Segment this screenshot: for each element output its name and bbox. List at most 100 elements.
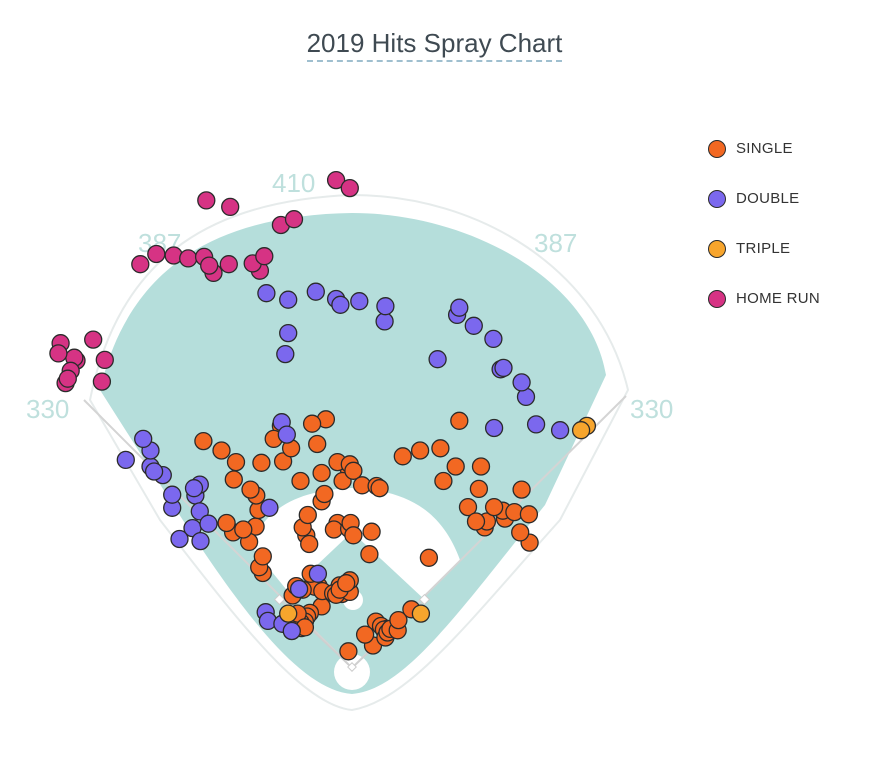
hit-point-home-run[interactable] bbox=[255, 247, 274, 266]
hit-point-double[interactable] bbox=[276, 344, 295, 364]
hit-point-single[interactable] bbox=[226, 452, 246, 472]
hit-point-home-run[interactable] bbox=[58, 369, 77, 388]
hit-point-double[interactable] bbox=[257, 284, 276, 303]
hit-point-home-run[interactable] bbox=[92, 372, 112, 391]
hit-point-home-run[interactable] bbox=[221, 197, 240, 217]
legend-item-home-run[interactable]: HOME RUN bbox=[708, 286, 820, 311]
hit-point-single[interactable] bbox=[389, 610, 408, 630]
hit-point-double[interactable] bbox=[464, 316, 483, 335]
hit-point-single[interactable] bbox=[434, 471, 453, 491]
hit-point-single[interactable] bbox=[344, 526, 363, 545]
hit-point-double[interactable] bbox=[144, 462, 164, 481]
hit-point-single[interactable] bbox=[344, 461, 363, 480]
hit-point-single[interactable] bbox=[484, 497, 504, 517]
hit-point-double[interactable] bbox=[134, 429, 153, 449]
hit-point-double[interactable] bbox=[494, 358, 513, 378]
hit-point-double[interactable] bbox=[170, 529, 189, 549]
hit-point-single[interactable] bbox=[339, 642, 358, 661]
hit-point-double[interactable] bbox=[306, 282, 325, 301]
hit-point-single[interactable] bbox=[393, 447, 412, 466]
hit-point-double[interactable] bbox=[190, 502, 209, 521]
hit-point-home-run[interactable] bbox=[95, 350, 114, 370]
hit-point-single[interactable] bbox=[234, 520, 253, 539]
hit-point-single[interactable] bbox=[519, 505, 539, 524]
hit-point-single[interactable] bbox=[298, 505, 317, 525]
hit-point-double[interactable] bbox=[279, 290, 298, 309]
hit-point-double[interactable] bbox=[526, 415, 546, 434]
hit-point-double[interactable] bbox=[199, 514, 218, 533]
hit-point-double[interactable] bbox=[450, 298, 469, 317]
legend-item-double[interactable]: DOUBLE bbox=[708, 186, 820, 211]
hit-point-double[interactable] bbox=[191, 531, 210, 551]
hit-point-single[interactable] bbox=[300, 534, 319, 554]
hit-point-single[interactable] bbox=[217, 513, 236, 533]
legend-item-triple[interactable]: TRIPLE bbox=[708, 236, 820, 261]
hit-point-home-run[interactable] bbox=[200, 256, 219, 275]
hit-point-single[interactable] bbox=[512, 480, 531, 499]
hit-point-double[interactable] bbox=[289, 579, 309, 599]
hit-point-single[interactable] bbox=[241, 480, 260, 499]
hit-point-double[interactable] bbox=[277, 425, 296, 444]
hit-point-home-run[interactable] bbox=[84, 330, 103, 349]
hit-point-double[interactable] bbox=[550, 421, 570, 440]
hit-point-home-run[interactable] bbox=[219, 255, 238, 274]
hit-point-double[interactable] bbox=[279, 323, 298, 343]
hit-point-single[interactable] bbox=[315, 484, 334, 504]
hit-point-home-run[interactable] bbox=[197, 191, 216, 210]
hit-point-single[interactable] bbox=[337, 574, 356, 593]
hit-point-single[interactable] bbox=[419, 548, 439, 567]
hit-point-double[interactable] bbox=[331, 295, 350, 314]
hit-point-double[interactable] bbox=[116, 450, 135, 470]
hit-point-home-run[interactable] bbox=[147, 244, 166, 264]
hit-point-single[interactable] bbox=[466, 512, 486, 531]
hit-point-single[interactable] bbox=[471, 457, 491, 476]
hit-point-home-run[interactable] bbox=[340, 178, 359, 198]
hit-point-triple[interactable] bbox=[279, 604, 298, 623]
hit-point-double[interactable] bbox=[350, 292, 369, 311]
hit-point-double[interactable] bbox=[375, 312, 394, 331]
hit-point-single[interactable] bbox=[431, 439, 450, 458]
hit-point-double[interactable] bbox=[512, 373, 531, 392]
hit-point-single[interactable] bbox=[273, 452, 293, 471]
hit-point-single[interactable] bbox=[194, 431, 213, 451]
hit-point-triple[interactable] bbox=[571, 421, 591, 440]
hit-point-double[interactable] bbox=[308, 564, 328, 583]
hit-point-single[interactable] bbox=[302, 414, 322, 433]
hit-point-single[interactable] bbox=[312, 463, 331, 483]
hit-point-home-run[interactable] bbox=[131, 255, 150, 274]
chart-title: 2019 Hits Spray Chart bbox=[0, 28, 869, 62]
hit-point-single[interactable] bbox=[370, 479, 389, 498]
hit-point-single[interactable] bbox=[212, 441, 231, 460]
hit-point-single[interactable] bbox=[355, 625, 375, 644]
hit-point-double[interactable] bbox=[484, 329, 503, 349]
legend-swatch bbox=[708, 239, 726, 258]
hit-point-double[interactable] bbox=[260, 498, 279, 517]
hit-point-single[interactable] bbox=[469, 479, 489, 499]
hit-point-home-run[interactable] bbox=[49, 344, 68, 363]
distance-right-center: 387 bbox=[534, 228, 577, 258]
hit-point-double[interactable] bbox=[163, 485, 182, 504]
hit-point-home-run[interactable] bbox=[326, 170, 346, 190]
hit-point-single[interactable] bbox=[224, 470, 243, 489]
hit-point-single[interactable] bbox=[446, 457, 465, 476]
hit-point-single[interactable] bbox=[450, 411, 469, 430]
hit-point-double[interactable] bbox=[376, 297, 395, 316]
hit-point-single[interactable] bbox=[324, 520, 344, 539]
hit-point-single[interactable] bbox=[410, 441, 430, 460]
hit-point-triple[interactable] bbox=[411, 604, 431, 623]
hit-point-single[interactable] bbox=[458, 497, 478, 517]
hit-point-double[interactable] bbox=[184, 479, 204, 498]
hit-point-single[interactable] bbox=[362, 522, 381, 541]
hit-point-double[interactable] bbox=[428, 350, 447, 369]
hit-point-single[interactable] bbox=[360, 545, 379, 564]
hit-point-single[interactable] bbox=[252, 453, 271, 472]
hit-point-single[interactable] bbox=[291, 471, 310, 491]
hit-point-home-run[interactable] bbox=[284, 210, 304, 229]
hit-point-single[interactable] bbox=[511, 523, 530, 542]
hit-point-single[interactable] bbox=[253, 547, 272, 566]
hit-point-double[interactable] bbox=[282, 621, 301, 641]
hit-point-home-run[interactable] bbox=[179, 249, 198, 268]
hit-point-double[interactable] bbox=[484, 418, 504, 438]
hit-point-single[interactable] bbox=[308, 434, 327, 454]
legend-item-single[interactable]: SINGLE bbox=[708, 136, 820, 161]
